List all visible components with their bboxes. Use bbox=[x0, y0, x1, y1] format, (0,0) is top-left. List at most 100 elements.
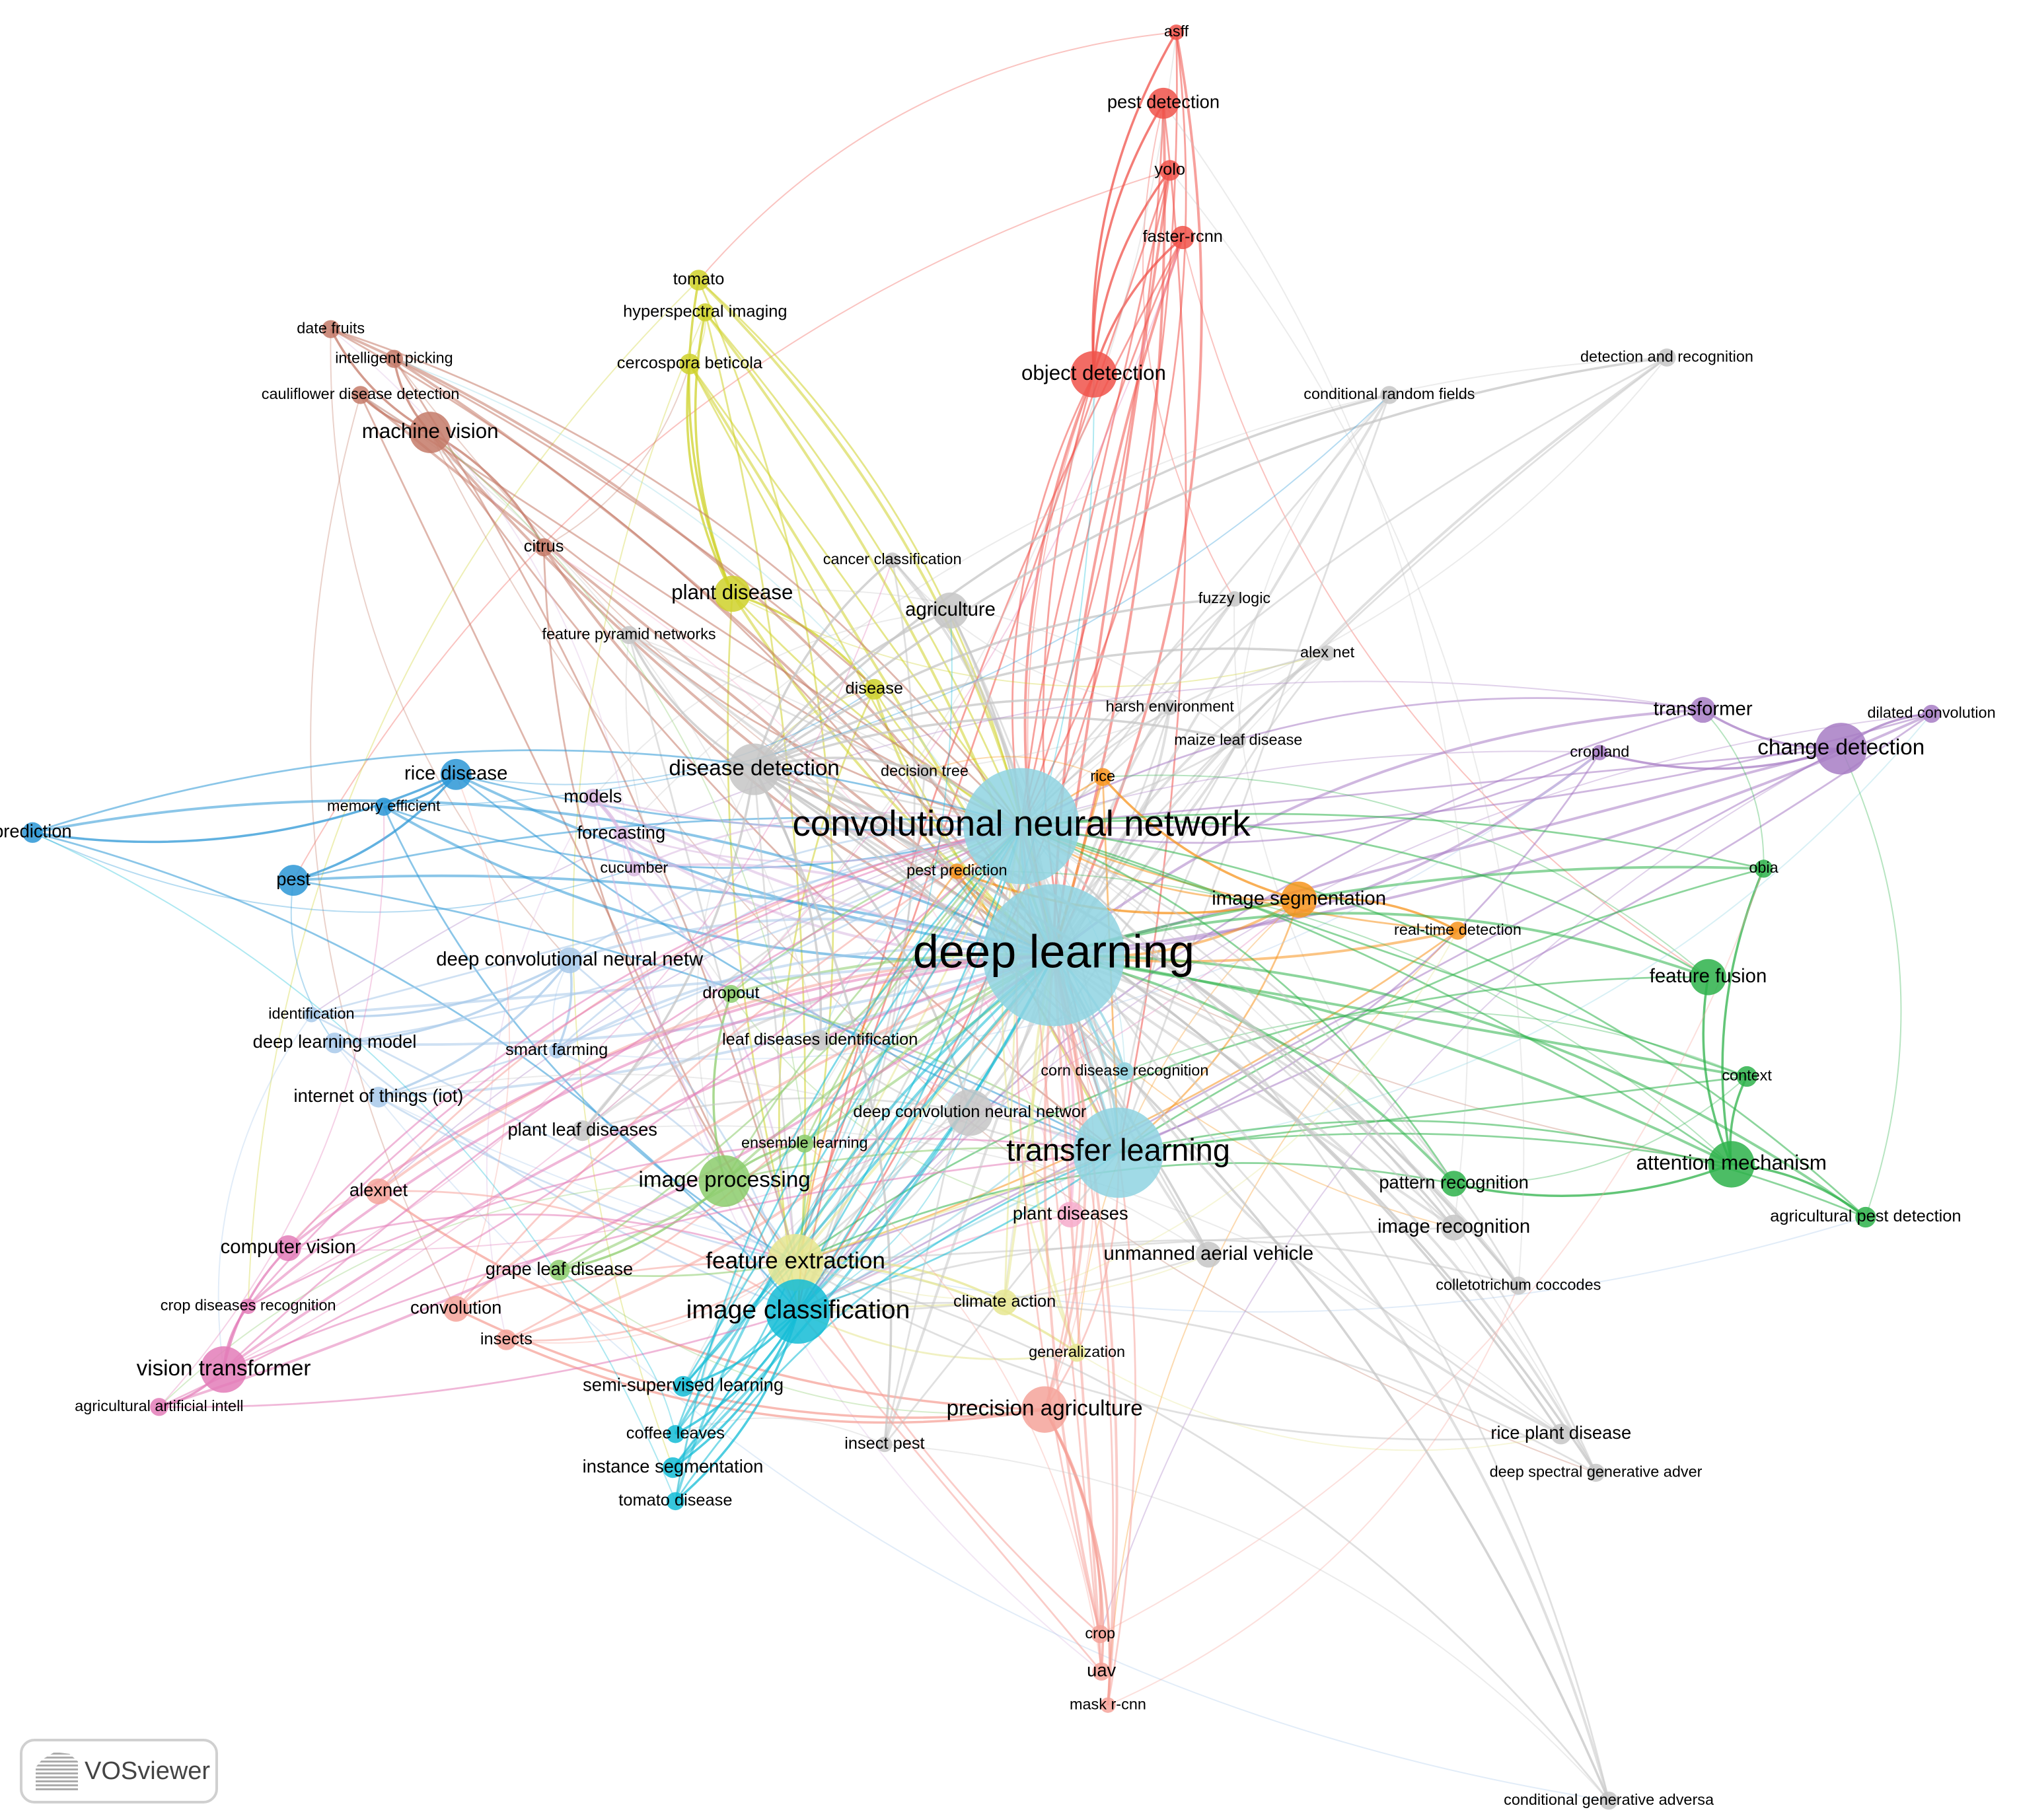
label-object-detection[interactable]: object detection bbox=[1021, 361, 1166, 384]
label-maize-leaf-disease[interactable]: maize leaf disease bbox=[1174, 731, 1302, 748]
label-leaf-diseases-identification[interactable]: leaf diseases identification bbox=[722, 1031, 918, 1049]
node-agriculture[interactable] bbox=[932, 592, 969, 629]
node-grape-leaf-disease[interactable] bbox=[548, 1260, 570, 1281]
label-decision-tree[interactable]: decision tree bbox=[881, 762, 969, 780]
label-coffee-leaves[interactable]: coffee leaves bbox=[626, 1424, 725, 1442]
label-conditional-random-fields[interactable]: conditional random fields bbox=[1303, 385, 1475, 402]
node-leaf-diseases-identification[interactable] bbox=[809, 1030, 830, 1051]
node-convolutional-neural-network[interactable] bbox=[963, 768, 1080, 885]
node-climate-action[interactable] bbox=[992, 1289, 1018, 1316]
node-computer-vision[interactable] bbox=[275, 1235, 301, 1261]
label-rice-plant-disease[interactable]: rice plant disease bbox=[1490, 1422, 1631, 1443]
label-plant-leaf-diseases[interactable]: plant leaf diseases bbox=[507, 1119, 657, 1140]
label-identification[interactable]: identification bbox=[268, 1005, 354, 1022]
node-attention-mechanism[interactable] bbox=[1708, 1141, 1755, 1188]
label-asff[interactable]: asff bbox=[1164, 22, 1189, 40]
node-insect-pest[interactable] bbox=[877, 1436, 893, 1453]
label-mask-r-cnn[interactable]: mask r-cnn bbox=[1070, 1695, 1146, 1712]
node-pest-detection[interactable] bbox=[1148, 87, 1179, 119]
label-tomato[interactable]: tomato bbox=[673, 270, 725, 289]
label-detection-and-recognition[interactable]: detection and recognition bbox=[1580, 347, 1753, 365]
label-crop[interactable]: crop bbox=[1085, 1624, 1115, 1642]
node-rice-plant-disease[interactable] bbox=[1551, 1424, 1572, 1445]
label-agriculture[interactable]: agriculture bbox=[905, 599, 996, 620]
node-cercospora-beticola[interactable] bbox=[679, 353, 700, 375]
label-hyperspectral-imaging[interactable]: hyperspectral imaging bbox=[623, 303, 787, 321]
label-forecasting[interactable]: forecasting bbox=[577, 822, 665, 842]
node-cropland[interactable] bbox=[1592, 745, 1608, 760]
node-pest-prediction[interactable] bbox=[949, 863, 965, 879]
node-vision-transformer[interactable] bbox=[200, 1346, 247, 1393]
node-deep-convolution-neural-networ[interactable] bbox=[946, 1089, 994, 1136]
label-deep-learning-model[interactable]: deep learning model bbox=[253, 1031, 417, 1052]
label-insect-pest[interactable]: insect pest bbox=[844, 1434, 924, 1453]
label-corn-disease-recognition[interactable]: corn disease recognition bbox=[1041, 1062, 1208, 1079]
label-pest-detection[interactable]: pest detection bbox=[1107, 92, 1220, 112]
label-cancer-classification[interactable]: cancer classification bbox=[823, 550, 962, 567]
label-smart-farming[interactable]: smart farming bbox=[505, 1040, 608, 1059]
label-climate-action[interactable]: climate action bbox=[953, 1292, 1056, 1311]
label-fuzzy-logic[interactable]: fuzzy logic bbox=[1198, 589, 1271, 606]
node-unmanned-aerial-vehicle[interactable] bbox=[1195, 1241, 1222, 1268]
node-models[interactable] bbox=[583, 788, 603, 807]
node-instance-segmentation[interactable] bbox=[662, 1457, 684, 1478]
label-tomato-disease[interactable]: tomato disease bbox=[618, 1491, 732, 1510]
label-yolo[interactable]: yolo bbox=[1154, 161, 1185, 179]
node-memory-efficient[interactable] bbox=[375, 797, 393, 816]
node-cancer-classification[interactable] bbox=[884, 552, 900, 568]
node-yolo[interactable] bbox=[1159, 160, 1181, 181]
label-feature-fusion[interactable]: feature fusion bbox=[1650, 965, 1767, 987]
node-context[interactable] bbox=[1736, 1066, 1757, 1087]
label-deep-learning[interactable]: deep learning bbox=[913, 925, 1194, 977]
label-rice-disease[interactable]: rice disease bbox=[404, 762, 507, 784]
node-decision-tree[interactable] bbox=[916, 764, 933, 780]
label-models[interactable]: models bbox=[564, 786, 622, 807]
node-rice-disease[interactable] bbox=[440, 758, 472, 790]
node-dropout[interactable] bbox=[721, 984, 741, 1003]
label-cauliflower-disease-detection[interactable]: cauliflower disease detection bbox=[262, 385, 460, 402]
label-image-processing[interactable]: image processing bbox=[639, 1168, 811, 1192]
node-conditional-random-fields[interactable] bbox=[1380, 386, 1399, 404]
node-harsh-environment[interactable] bbox=[1162, 700, 1178, 715]
node-semi-supervised-learning[interactable] bbox=[673, 1375, 694, 1397]
label-disease[interactable]: disease bbox=[846, 679, 904, 698]
label-rice[interactable]: rice bbox=[1090, 767, 1115, 784]
label-obia[interactable]: obia bbox=[1749, 859, 1779, 876]
node-feature-extraction[interactable] bbox=[767, 1233, 825, 1291]
label-crop-diseases-recognition[interactable]: crop diseases recognition bbox=[161, 1297, 336, 1314]
label-cucumber[interactable]: cucumber bbox=[600, 859, 668, 876]
label-cercospora-beticola[interactable]: cercospora beticola bbox=[617, 354, 763, 373]
label-attention-mechanism[interactable]: attention mechanism bbox=[1636, 1151, 1827, 1175]
node-uav[interactable] bbox=[1092, 1662, 1111, 1681]
node-intelligent-picking[interactable] bbox=[385, 349, 404, 368]
label-uav[interactable]: uav bbox=[1087, 1660, 1116, 1681]
label-image-classification[interactable]: image classification bbox=[686, 1295, 910, 1324]
node-feature-pyramid-networks[interactable] bbox=[620, 626, 638, 644]
node-deep-learning[interactable] bbox=[982, 884, 1125, 1027]
label-instance-segmentation[interactable]: instance segmentation bbox=[583, 1456, 764, 1476]
node-date-fruits[interactable] bbox=[322, 320, 340, 338]
node-feature-fusion[interactable] bbox=[1690, 959, 1726, 996]
node-colletotrichum-coccodes[interactable] bbox=[1509, 1276, 1527, 1295]
label-feature-pyramid-networks[interactable]: feature pyramid networks bbox=[542, 626, 715, 643]
node-change-detection[interactable] bbox=[1815, 723, 1867, 775]
label-semi-supervised-learning[interactable]: semi-supervised learning bbox=[583, 1375, 784, 1395]
node-alexnet[interactable] bbox=[365, 1178, 392, 1204]
label-generalization[interactable]: generalization bbox=[1029, 1343, 1125, 1360]
node-maize-leaf-disease[interactable] bbox=[1230, 733, 1247, 749]
label-ensemble-learning[interactable]: ensemble learning bbox=[741, 1134, 868, 1151]
node-real-time-detection[interactable] bbox=[1448, 922, 1467, 940]
node-precision-agriculture[interactable] bbox=[1021, 1386, 1068, 1433]
label-agricultural-artificial-intell[interactable]: agricultural artificial intell bbox=[75, 1397, 243, 1414]
label-cropland[interactable]: cropland bbox=[1570, 743, 1629, 760]
label-dropout[interactable]: dropout bbox=[702, 984, 759, 1002]
node-asff[interactable] bbox=[1168, 24, 1185, 40]
node-mask-r-cnn[interactable] bbox=[1100, 1697, 1116, 1713]
node-object-detection[interactable] bbox=[1070, 351, 1117, 398]
node-disease[interactable] bbox=[863, 678, 885, 700]
label-feature-extraction[interactable]: feature extraction bbox=[706, 1248, 885, 1274]
label-disease-detection[interactable]: disease detection bbox=[669, 756, 839, 780]
node-citrus[interactable] bbox=[534, 538, 553, 557]
node-machine-vision[interactable] bbox=[409, 412, 451, 453]
